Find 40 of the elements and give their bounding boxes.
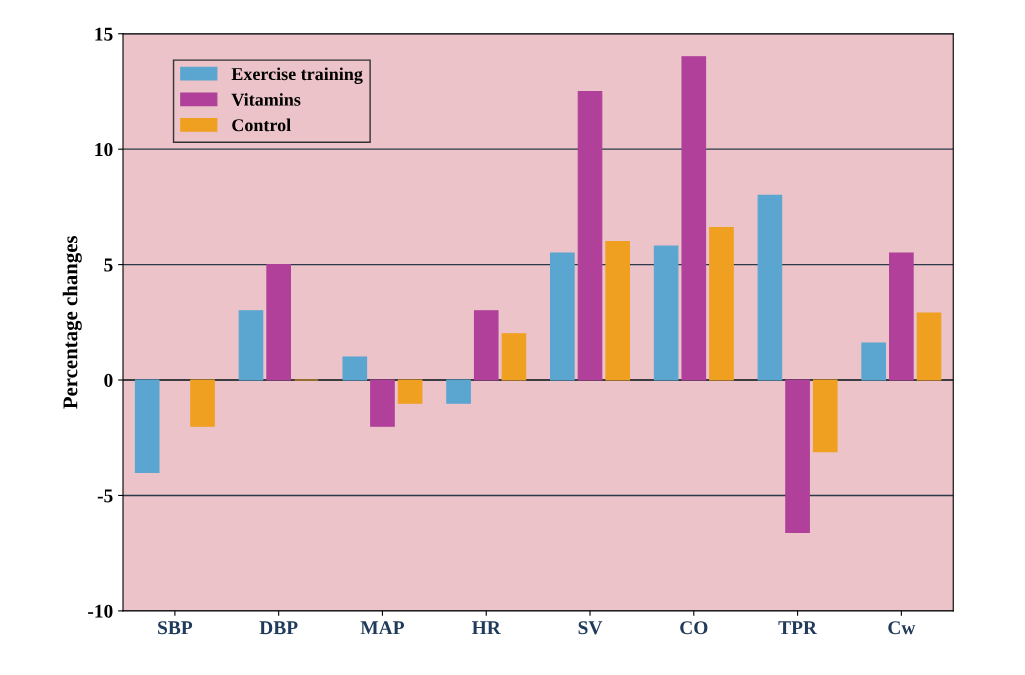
x-tick-label: Cw	[888, 621, 916, 635]
bar	[501, 333, 527, 381]
legend-label: Vitamins	[231, 93, 301, 106]
bar	[550, 252, 575, 381]
y-tick-label: 0	[104, 373, 113, 387]
bar	[266, 264, 291, 381]
bar	[916, 312, 942, 381]
bar	[190, 379, 215, 427]
y-tick-label: 10	[95, 142, 113, 157]
bar	[653, 245, 679, 381]
bar	[889, 252, 914, 381]
bar	[370, 379, 395, 427]
y-tick-label: 15	[95, 27, 113, 41]
x-tick-label: TPR	[778, 621, 818, 635]
bar	[342, 356, 368, 381]
x-tick-label: DBP	[259, 621, 298, 635]
x-tick-label: HR	[471, 621, 501, 635]
bar	[577, 90, 603, 381]
bar	[681, 56, 707, 381]
bar	[785, 379, 810, 533]
bar	[605, 240, 631, 381]
y-tick-label: -5	[97, 489, 113, 503]
legend-label: Control	[232, 118, 291, 132]
x-tick-label: CO	[680, 621, 708, 635]
x-tick-label: SV	[578, 621, 603, 635]
bar	[446, 379, 471, 404]
y-tick-label: -10	[88, 604, 113, 618]
bar	[134, 379, 160, 473]
x-tick-label: MAP	[360, 621, 405, 635]
y-tick-label: 5	[104, 258, 113, 272]
legend-label: Exercise training	[231, 67, 363, 84]
bar	[709, 227, 734, 381]
bar	[397, 379, 423, 404]
bar	[757, 194, 783, 381]
bar	[812, 379, 838, 453]
bar	[861, 342, 887, 381]
x-tick-label: SBP	[158, 621, 193, 635]
bar	[238, 310, 264, 381]
bar	[473, 310, 499, 381]
y-axis-title: Percentage changes	[62, 235, 82, 409]
